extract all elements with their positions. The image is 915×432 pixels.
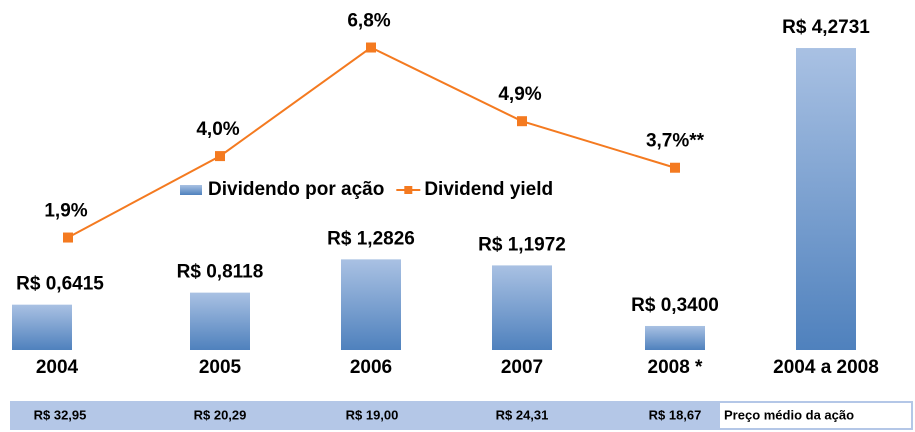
bar <box>190 292 250 350</box>
bar-value-label: R$ 0,8118 <box>177 262 264 283</box>
bar-value-label: R$ 4,2731 <box>782 17 870 38</box>
bar <box>796 48 856 350</box>
x-tick-label: 2004 a 2008 <box>773 357 879 378</box>
price-cell: R$ 20,29 <box>194 407 247 422</box>
point <box>517 116 527 127</box>
legend-label: Dividend yield <box>424 179 553 200</box>
price-label: Preço médio da ação <box>724 407 854 422</box>
point <box>366 42 376 53</box>
bar <box>341 259 401 350</box>
line-value-label: 4,0% <box>196 119 239 140</box>
line-value-label: 1,9% <box>44 201 87 222</box>
price-cell: R$ 32,95 <box>34 407 87 422</box>
line-value-label: 4,9% <box>498 84 541 105</box>
bar <box>12 304 72 350</box>
legend-swatch <box>180 185 202 195</box>
point <box>63 232 73 243</box>
bar-value-label: R$ 1,2826 <box>327 228 415 249</box>
price-cell: R$ 24,31 <box>496 407 549 422</box>
point <box>215 151 225 162</box>
bar <box>492 265 552 350</box>
line <box>67 46 676 239</box>
x-tick-label: 2004 <box>36 357 79 378</box>
price-label-cell <box>720 403 911 428</box>
legend-label: Dividendo por ação <box>208 179 384 200</box>
bar-value-label: R$ 0,3400 <box>631 295 719 316</box>
line-value-label: 6,8% <box>347 11 390 32</box>
price-cell: R$ 19,00 <box>346 407 399 422</box>
legend-swatch <box>404 186 413 194</box>
bar-value-label: R$ 0,6415 <box>16 274 104 295</box>
bar <box>645 325 705 350</box>
x-tick-label: 2005 <box>199 357 242 378</box>
point <box>670 162 680 173</box>
bar-value-label: R$ 1,1972 <box>478 234 566 255</box>
price-cell: R$ 18,67 <box>649 407 702 422</box>
line-value-label: 3,7%** <box>646 131 705 152</box>
x-tick-label: 2006 <box>350 357 392 378</box>
x-tick-label: 2007 <box>501 357 543 378</box>
x-tick-label: 2008 * <box>648 357 704 378</box>
